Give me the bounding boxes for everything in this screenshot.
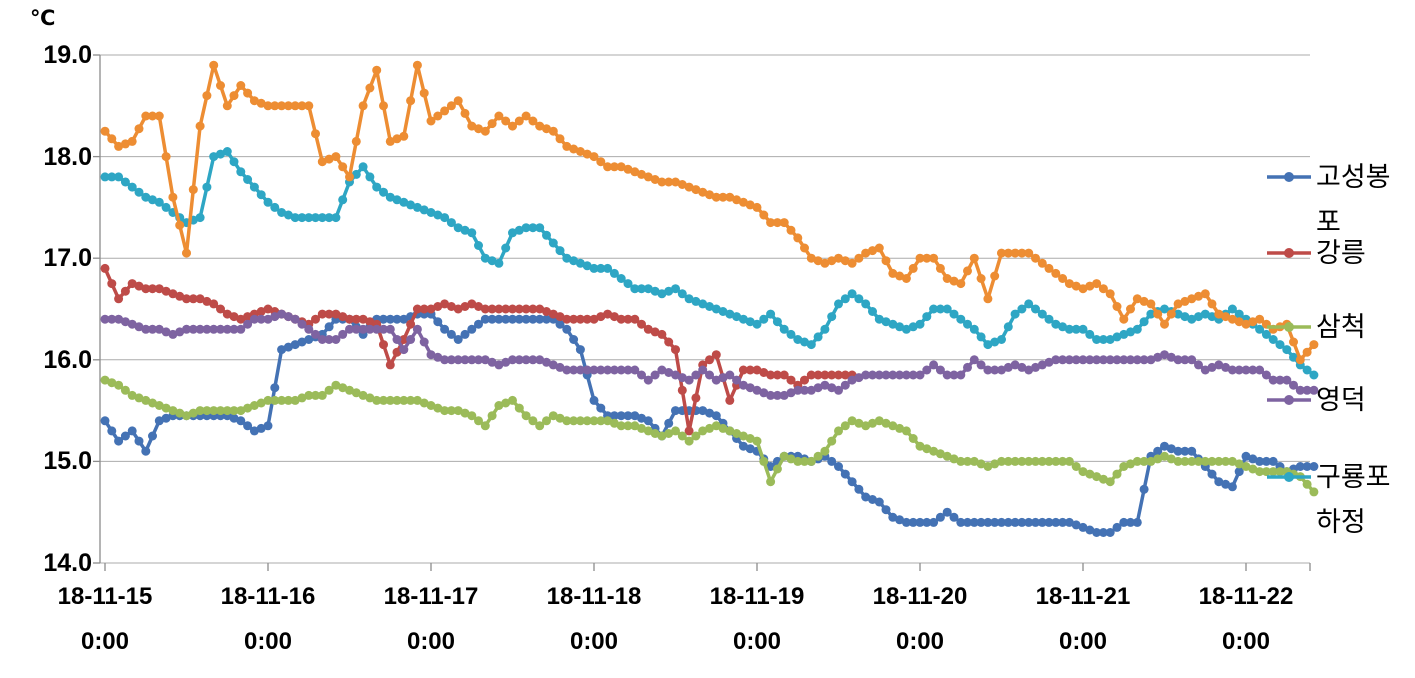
y-tick-16: 16.0 [43,346,92,374]
y-axis-unit-label: ℃ [30,7,56,30]
x-tick-time-5: 0:00 [895,628,945,655]
y-tick-14: 14.0 [43,549,92,577]
legend-marker-yeongdeok [1267,395,1311,405]
legend-label-goseongbongpo-line2: 포 [1316,207,1341,237]
x-tick-time-3: 0:00 [569,628,619,655]
x-tick-date-0: 18-11-15 [57,583,153,610]
legend-label-hajeong-line2: 하정 [1316,507,1366,537]
legend-label-guryongpo-line1: 구룡포 [1316,462,1391,492]
legend-marker-gangneung [1267,248,1311,258]
x-tick-time-4: 0:00 [732,628,782,655]
x-tick-date-3: 18-11-18 [546,583,642,610]
legend-marker-goseongbongpo [1267,172,1311,182]
legend-label-gangneung: 강릉 [1316,238,1366,268]
x-tick-date-5: 18-11-20 [872,583,968,610]
y-tick-19: 19.0 [43,41,92,69]
x-tick-time-0: 0:00 [80,628,130,655]
x-tick-date-4: 18-11-19 [709,583,805,610]
y-tick-17: 17.0 [43,244,92,272]
legend-marker-guryongpo-hajeong [1267,472,1311,482]
legend-label-goseongbongpo-line1: 고성봉 [1316,162,1391,192]
legend-marker-samcheok [1267,322,1311,332]
x-tick-date-1: 18-11-16 [220,583,316,610]
x-tick-date-7: 18-11-22 [1198,583,1294,610]
x-tick-time-7: 0:00 [1221,628,1271,655]
x-tick-time-2: 0:00 [406,628,456,655]
x-tick-time-6: 0:00 [1058,628,1108,655]
x-tick-time-1: 0:00 [243,628,293,655]
legend-label-samcheok: 삼척 [1316,312,1366,342]
x-tick-date-2: 18-11-17 [383,583,479,610]
y-tick-18: 18.0 [43,143,92,171]
legend-label-yeongdeok: 영덕 [1316,385,1366,415]
x-tick-date-6: 18-11-21 [1035,583,1131,610]
y-tick-15: 15.0 [43,447,92,475]
